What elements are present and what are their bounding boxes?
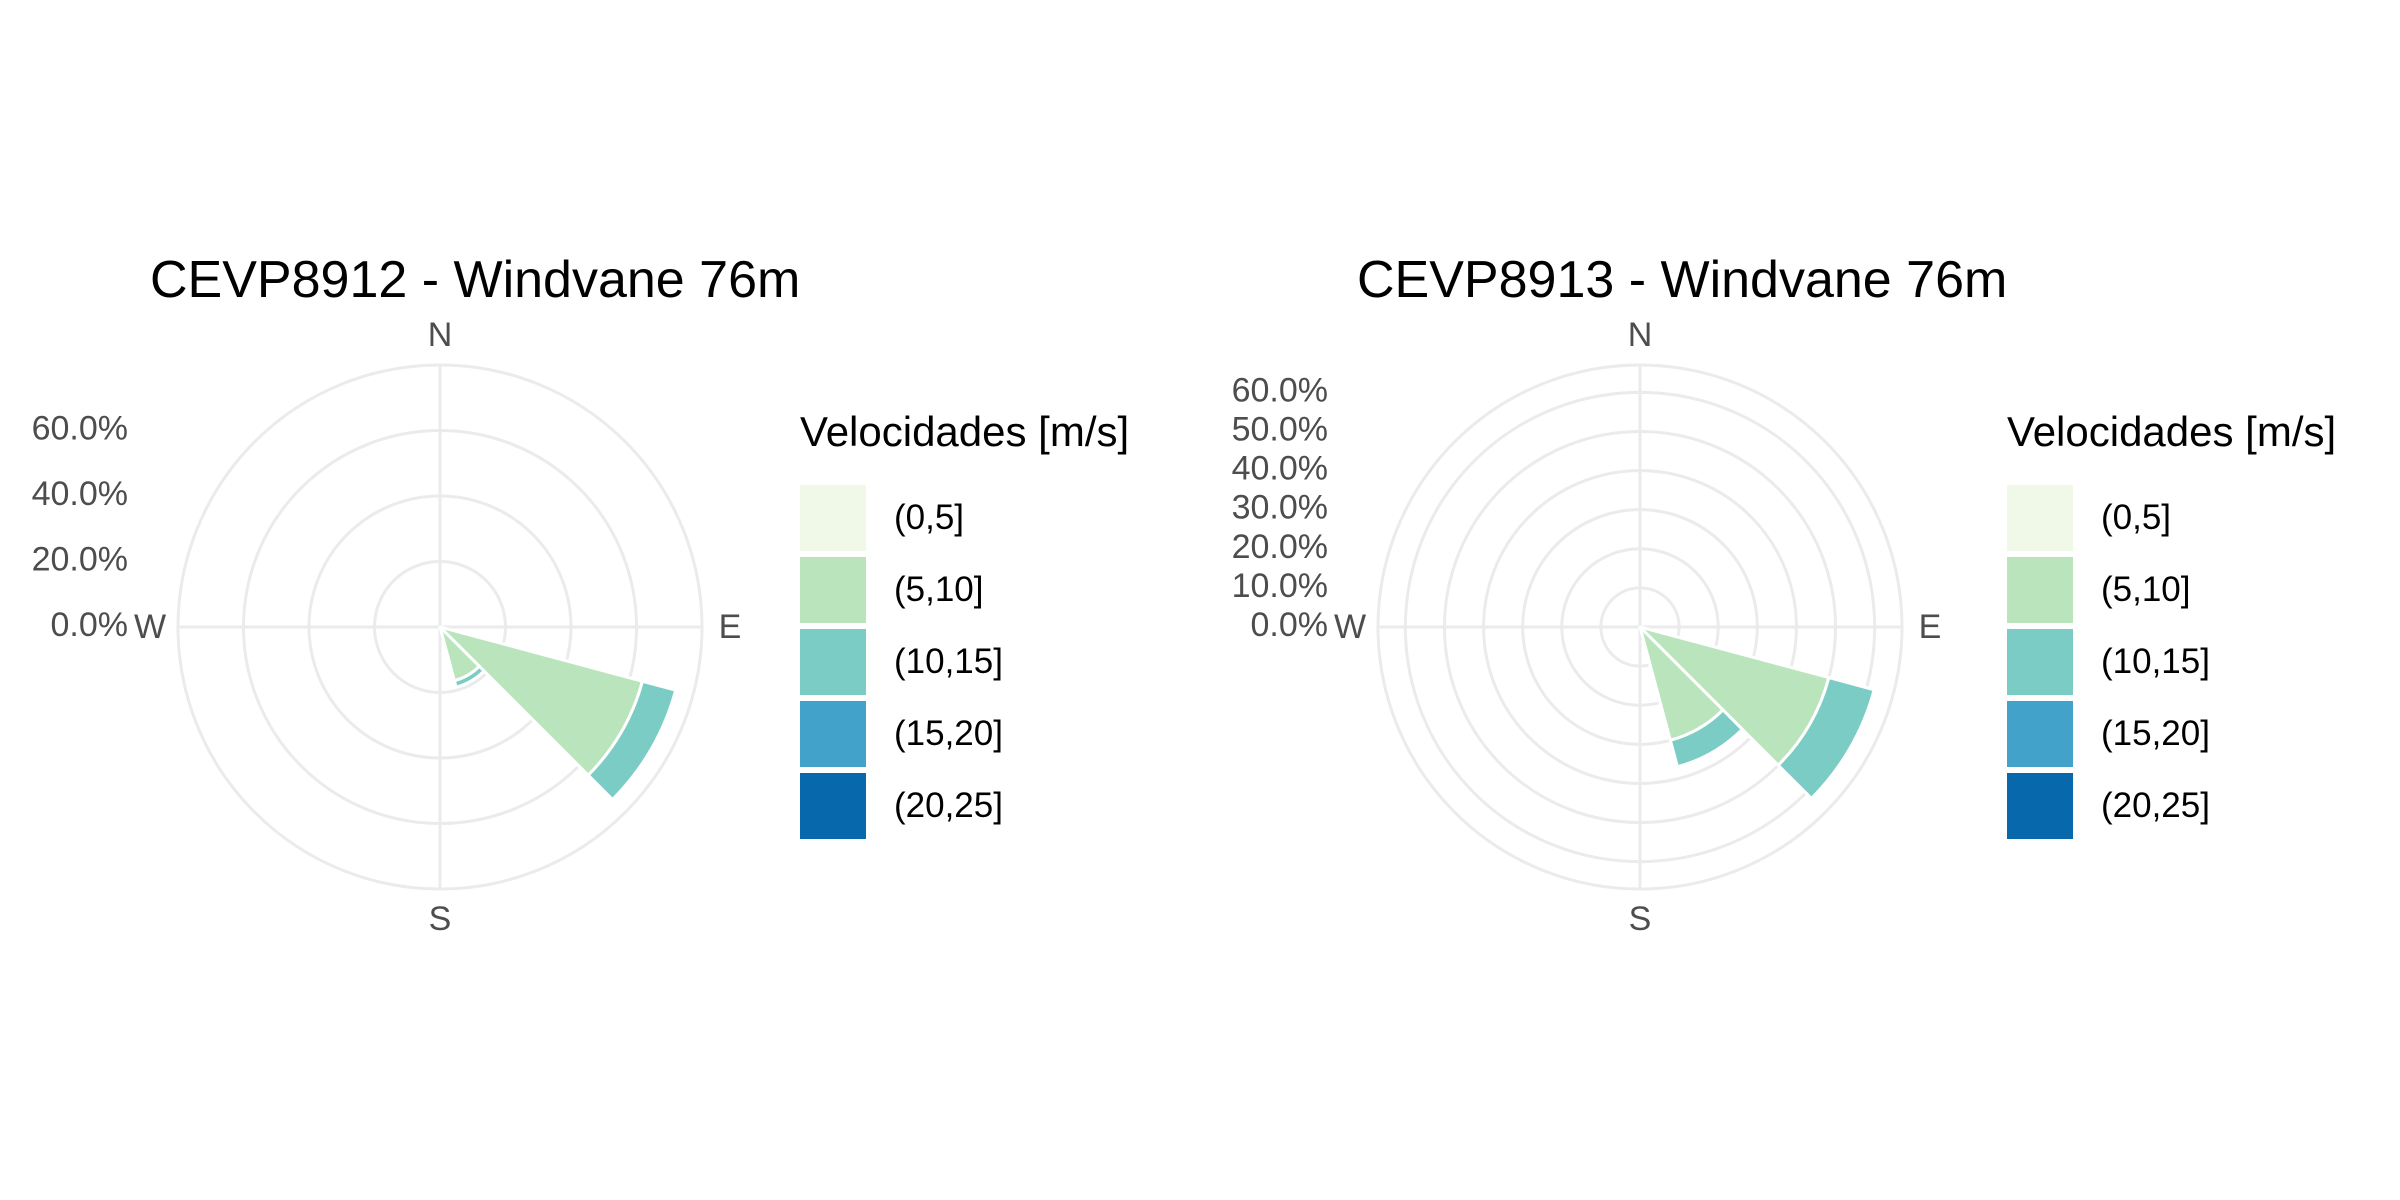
direction-label: N <box>428 316 453 354</box>
y-tick-label: 0.0% <box>51 606 129 644</box>
legend-title: Velocidades [m/s] <box>2007 408 2337 455</box>
y-tick-label: 40.0% <box>32 475 128 513</box>
legend-key <box>800 629 866 695</box>
legend-key <box>800 557 866 623</box>
direction-label: E <box>719 608 742 646</box>
wind-rose-chart: N E S W0.0% 20.0% 40.0% 60.0% <box>32 316 742 938</box>
legend-label: (0,5] <box>2101 498 2172 537</box>
wind-sector-bar <box>452 664 486 689</box>
legend-title: Velocidades [m/s] <box>800 408 1130 455</box>
direction-label: W <box>134 608 166 646</box>
legend-item: (10,15] <box>800 626 1129 698</box>
chart-title: CEVP8912 - Windvane 76m <box>150 251 801 309</box>
direction-label: E <box>1919 608 1942 646</box>
y-tick-label: 60.0% <box>1232 371 1328 409</box>
y-tick-label: 30.0% <box>1232 489 1328 527</box>
direction-label: W <box>1334 608 1366 646</box>
wind-sector-bar <box>586 679 678 802</box>
wind-rose-chart: N E S W0.0%10.0%20.0%30.0%40.0%50.0%60.0% <box>1232 316 1942 938</box>
y-tick-label: 50.0% <box>1232 410 1328 448</box>
legend-label: (20,25] <box>894 786 1003 825</box>
legend-label: (5,10] <box>2101 570 2191 609</box>
wind-rose-panel-1: CEVP8912 - Windvane 76m N E S W 0.0% 20.0% 40.… <box>32 251 1130 938</box>
y-tick-label: 0.0% <box>1251 606 1329 644</box>
legend-key <box>2007 701 2073 767</box>
legend-item: (20,25] <box>2007 770 2336 842</box>
legend-label: (15,20] <box>894 714 1003 753</box>
legend: Velocidades [m/s] (0,5] (5,10] (10,15] (… <box>800 408 1129 842</box>
direction-label: S <box>429 900 452 938</box>
y-tick-label: 20.0% <box>1232 528 1328 566</box>
legend-item: (10,15] <box>2007 626 2336 698</box>
legend-key <box>800 773 866 839</box>
legend-key <box>2007 557 2073 623</box>
wind-sector-bar <box>1776 676 1876 800</box>
legend-label: (20,25] <box>2101 786 2210 825</box>
legend-item: (5,10] <box>800 554 1129 626</box>
y-tick-label: 40.0% <box>1232 450 1328 488</box>
legend-item: (15,20] <box>800 698 1129 770</box>
legend-item: (0,5] <box>800 482 1129 554</box>
wind-rose-panel-2: CEVP8913 - Windvane 76m N E S W 0.0% 10.0% 20.… <box>1200 0 2400 1200</box>
legend-key <box>2007 773 2073 839</box>
legend-label: (10,15] <box>894 642 1003 681</box>
legend-item: (5,10] <box>2007 554 2336 626</box>
legend: Velocidades [m/s] (0,5] (5,10] (10,15] (… <box>2007 408 2336 842</box>
legend-key <box>2007 485 2073 551</box>
wind-sector-bar <box>1668 708 1744 769</box>
legend-item: (15,20] <box>2007 698 2336 770</box>
legend-key <box>800 485 866 551</box>
legend-item: (0,5] <box>2007 482 2336 554</box>
legend-key <box>2007 629 2073 695</box>
legend-label: (10,15] <box>2101 642 2210 681</box>
direction-label: N <box>1628 316 1653 354</box>
y-tick-label: 10.0% <box>1232 567 1328 605</box>
direction-label: S <box>1629 900 1652 938</box>
y-tick-label: 20.0% <box>32 540 128 578</box>
legend-key <box>800 701 866 767</box>
legend-label: (5,10] <box>894 570 984 609</box>
chart-title: CEVP8913 - Windvane 76m <box>1357 251 2008 309</box>
legend-item: (20,25] <box>800 770 1129 842</box>
legend-label: (0,5] <box>894 498 965 537</box>
legend-label: (15,20] <box>2101 714 2210 753</box>
y-tick-label: 60.0% <box>32 409 128 447</box>
